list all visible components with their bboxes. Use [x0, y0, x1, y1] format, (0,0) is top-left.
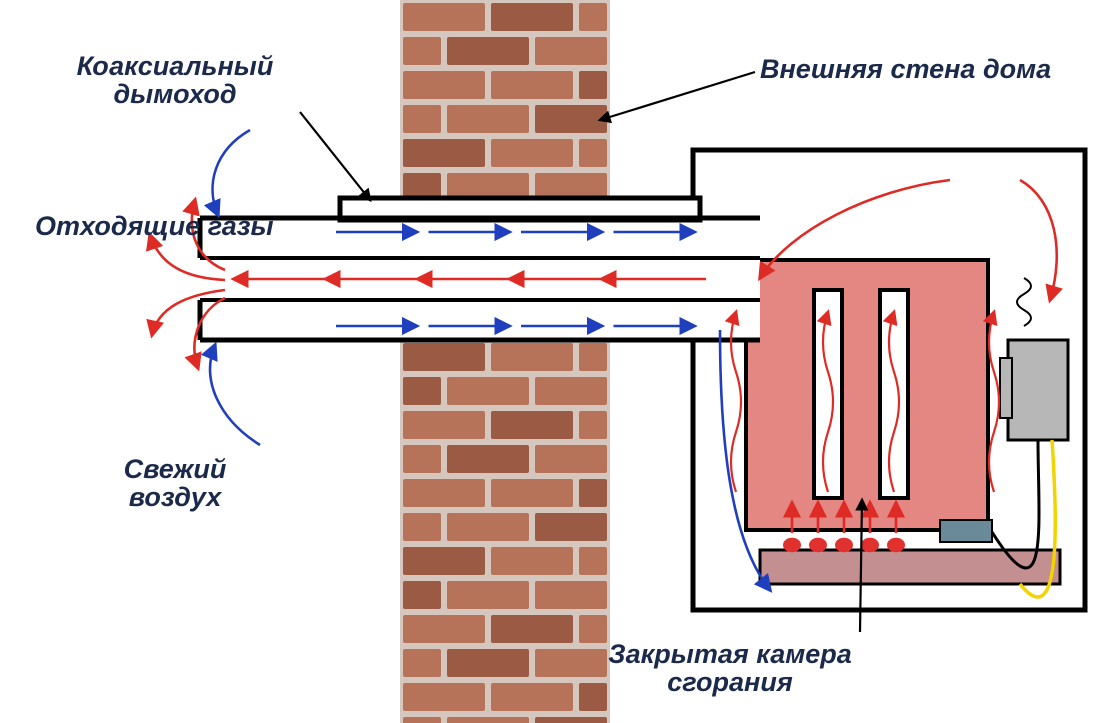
label-exhaust-gases: Отходящие газы: [35, 212, 274, 240]
label-combustion-chamber: Закрытая камера сгорания: [608, 640, 852, 697]
label-coaxial-flue: Коаксиальный дымоход: [77, 52, 274, 109]
brick-wall: [400, 0, 610, 723]
diagram-stage: Коаксиальный дымоход Внешняя стена дома …: [0, 0, 1113, 723]
label-fresh-air: Свежий воздух: [124, 455, 227, 512]
coaxial-flue: [200, 198, 760, 341]
label-exterior-wall: Внешняя стена дома: [760, 55, 1051, 83]
